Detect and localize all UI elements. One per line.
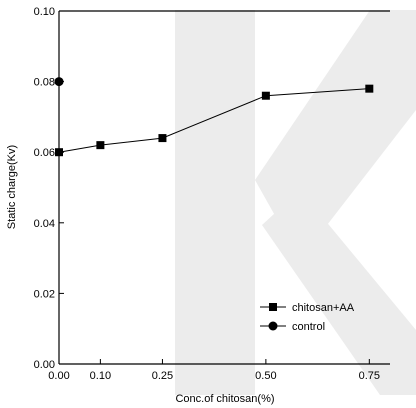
data-point-square [158,134,167,143]
legend: chitosan+AA control [260,302,355,333]
data-point-circle [54,77,64,87]
x-tick-label: 0.75 [359,370,380,382]
y-tick-label: 0.02 [34,288,55,300]
y-tick-label: 0.08 [34,77,55,89]
legend-item-chitosan-aa: chitosan+AA [260,302,355,314]
y-tick-label: 0.06 [34,147,55,159]
y-tick-label: 0.04 [34,218,55,230]
x-axis-ticks: 0.00 0.10 0.25 0.50 0.75 [48,359,380,382]
y-tick-label: 0.00 [34,359,55,371]
series-layer [54,77,374,157]
legend-square-marker-icon [269,303,277,311]
series-chitosan-aa [55,84,374,157]
watermark-logo [175,10,416,395]
legend-label-control: control [292,321,325,333]
y-tick-label: 0.10 [34,6,55,18]
x-tick-label: 0.00 [48,370,69,382]
x-tick-label: 0.50 [255,370,276,382]
y-axis-ticks: 0.00 0.02 0.04 0.06 0.08 0.10 [34,6,64,371]
series-control [54,77,64,87]
x-tick-label: 0.10 [90,370,111,382]
data-point-square [96,141,105,150]
data-point-square [261,91,270,100]
data-point-square [55,148,63,157]
plot-frame [58,10,390,365]
x-axis-title: Conc.of chitosan(%) [175,393,274,405]
legend-label-chitosan-aa: chitosan+AA [292,302,355,314]
data-point-square [365,84,374,93]
legend-item-control: control [260,321,325,333]
x-tick-label: 0.25 [152,370,173,382]
legend-circle-marker-icon [268,321,278,331]
y-axis-title: Static charge(Kv) [6,145,18,229]
